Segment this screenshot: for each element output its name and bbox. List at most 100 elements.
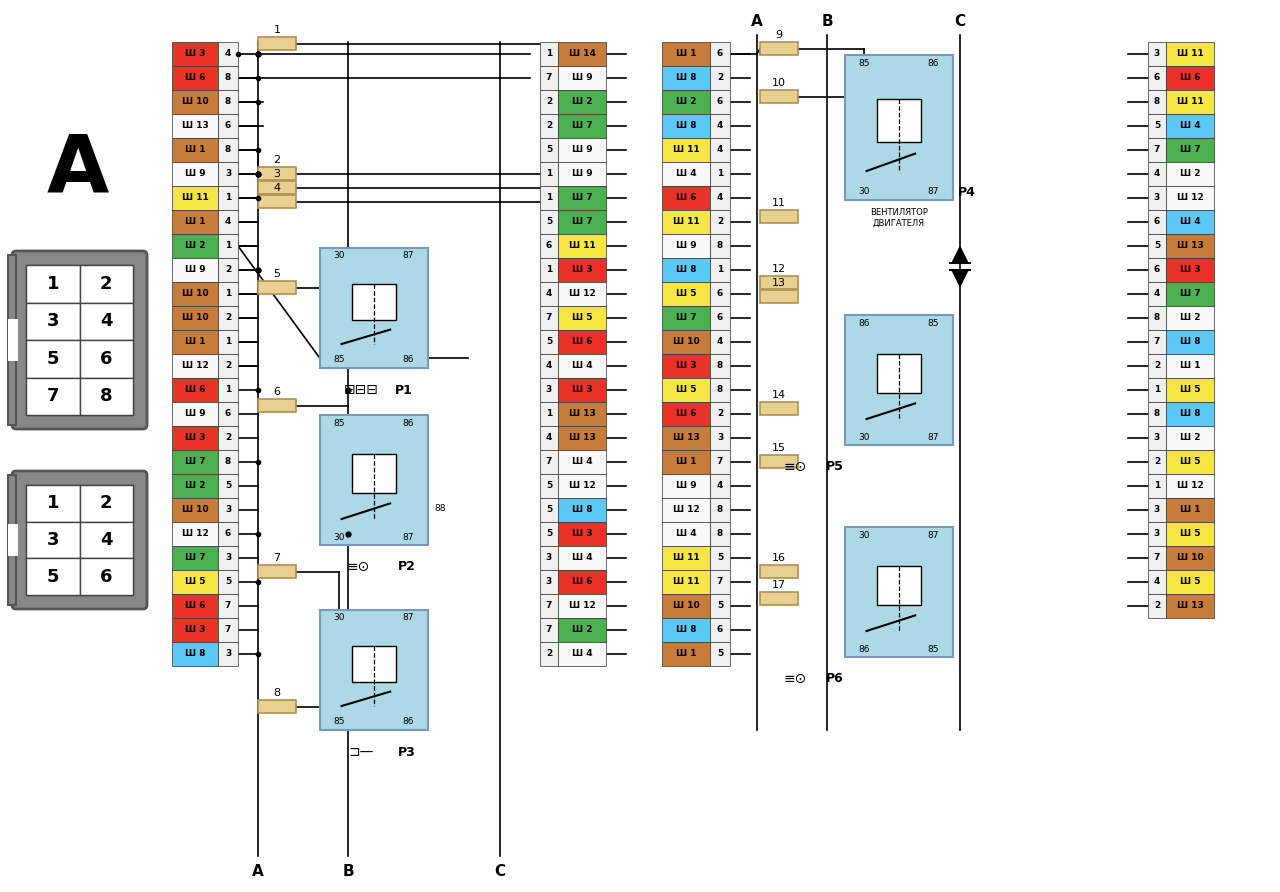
Bar [558,642,605,666]
Text: Ш 7: Ш 7 [184,458,205,467]
Bar [845,527,954,657]
Text: Ш 5: Ш 5 [1180,530,1201,539]
Bar [877,566,920,605]
Bar [710,378,730,402]
Bar [1148,378,1166,402]
Bar [540,66,558,90]
Text: ⊟⊟⊟: ⊟⊟⊟ [343,383,379,397]
Text: 1: 1 [46,275,59,293]
Bar [218,306,238,330]
Text: Ш 9: Ш 9 [572,145,593,154]
Text: 2: 2 [545,97,552,106]
Text: 3: 3 [545,385,552,394]
Bar [662,498,710,522]
Text: A: A [47,131,109,209]
Text: 8: 8 [717,361,723,370]
Text: 2: 2 [274,155,280,165]
Bar [710,258,730,282]
Bar [1148,90,1166,114]
Bar [352,454,396,493]
Bar [218,66,238,90]
Text: 2: 2 [1153,458,1160,467]
Bar [540,330,558,354]
Text: Ш 10: Ш 10 [673,601,699,610]
Text: Ш 8: Ш 8 [676,266,696,275]
Bar [558,594,605,618]
Bar [1166,282,1213,306]
Text: Ш 5: Ш 5 [1180,385,1201,394]
Text: P2: P2 [398,560,415,574]
Bar [320,248,428,368]
Text: 3: 3 [545,554,552,563]
Text: 8: 8 [1153,313,1160,323]
Bar [1166,42,1213,66]
Text: P4: P4 [957,186,975,199]
Text: Ш 12: Ш 12 [1176,194,1203,202]
Bar [26,377,79,415]
Bar [352,284,396,320]
Bar [8,318,15,361]
Bar [540,258,558,282]
Bar [662,570,710,594]
Bar [558,402,605,426]
Text: 7: 7 [545,458,552,467]
Bar [1148,330,1166,354]
Text: 6: 6 [225,530,232,539]
Bar [1148,522,1166,546]
Text: 14: 14 [772,390,786,400]
Bar [710,642,730,666]
Bar [8,524,18,557]
Bar [172,354,218,378]
Text: 7: 7 [225,601,232,610]
Text: Ш 12: Ш 12 [568,482,595,491]
Text: 1: 1 [225,385,232,394]
Text: Ш 11: Ш 11 [672,145,699,154]
Bar [1148,546,1166,570]
Text: 6: 6 [100,350,113,368]
Bar [558,330,605,354]
Bar [540,114,558,138]
Text: 87: 87 [403,614,415,623]
Bar [540,90,558,114]
Text: Ш 3: Ш 3 [676,361,696,370]
Bar [172,42,218,66]
Text: Ш 7: Ш 7 [1180,145,1201,154]
Bar [218,474,238,498]
Text: 1: 1 [545,409,552,418]
Bar [558,162,605,186]
Bar [540,618,558,642]
Text: Ш 12: Ш 12 [568,290,595,299]
Bar [218,42,238,66]
Text: 4: 4 [717,337,723,346]
Text: 2: 2 [1153,361,1160,370]
Text: Ш 11: Ш 11 [1176,97,1203,106]
Bar [662,618,710,642]
Bar [540,162,558,186]
Bar [558,618,605,642]
Bar [218,618,238,642]
Bar [760,276,797,289]
Bar [558,66,605,90]
Bar [540,474,558,498]
Bar [172,546,218,570]
Text: Ш 6: Ш 6 [572,577,593,587]
Bar [540,426,558,450]
Bar [760,592,797,605]
Text: 9: 9 [776,30,782,40]
Text: 5: 5 [545,337,552,346]
Text: 8: 8 [717,242,723,251]
Bar [1148,474,1166,498]
Text: Ш 3: Ш 3 [572,530,593,539]
Bar [1166,138,1213,162]
Bar [218,90,238,114]
Bar [218,162,238,186]
Text: Ш 10: Ш 10 [1176,554,1203,563]
Text: 2: 2 [225,361,232,370]
Bar [1148,354,1166,378]
Text: ≡⊙: ≡⊙ [783,672,806,686]
Bar [218,498,238,522]
Text: 1: 1 [545,266,552,275]
Bar [710,114,730,138]
Bar [710,474,730,498]
Text: 8: 8 [1153,409,1160,418]
